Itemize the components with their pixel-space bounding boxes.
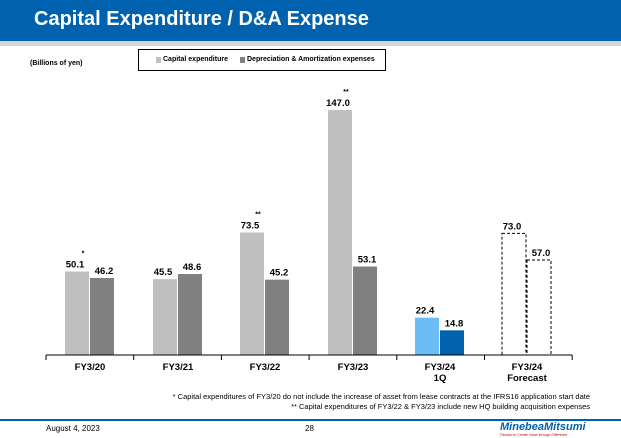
chart: 50.1 * 46.2 FY3/20 45.5 48.6 FY3/21 73.5 ** 45.2 F…: [45, 89, 573, 384]
x-tick-label: Forecast: [507, 373, 547, 384]
data-label-da: 53.1: [358, 255, 377, 266]
footnote-mark: *: [82, 251, 85, 258]
legend-swatch-da: [240, 56, 245, 63]
footnote-2: ** Capital expenditures of FY3/22 & FY3/…: [291, 402, 590, 411]
data-label-capex: 22.4: [416, 306, 435, 317]
legend-da: Depreciation & Amortization expenses: [240, 56, 375, 63]
x-tick-label: FY3/23: [338, 362, 369, 373]
data-label-da: 46.2: [95, 266, 114, 277]
bar-capex: [153, 279, 177, 355]
footer-divider: [0, 419, 621, 421]
legend-label-capex: Capital expenditure: [163, 56, 228, 63]
data-label-capex: 73.5: [241, 221, 260, 232]
bar-capex: [328, 110, 352, 355]
legend: Capital expenditure Depreciation & Amort…: [138, 49, 386, 71]
bar-da: [178, 274, 202, 355]
bar-da: [90, 278, 114, 355]
x-tick-label: FY3/24: [512, 362, 543, 373]
data-label-da: 14.8: [445, 318, 464, 329]
x-tick-label: FY3/22: [250, 362, 281, 373]
bar-capex: [501, 232, 527, 356]
data-label-capex: 73.0: [503, 221, 522, 232]
legend-swatch-capex: [156, 56, 161, 63]
bar-da: [440, 330, 464, 355]
data-label-da: 57.0: [532, 248, 551, 259]
logo-tagline: Passion to Create Value through Differen…: [500, 433, 568, 437]
title-stripe: [0, 41, 621, 46]
title-bar: Capital Expenditure / D&A Expense: [0, 0, 621, 41]
bar-da: [353, 266, 377, 355]
data-label-capex: 45.5: [154, 267, 173, 278]
unit-label: (Billions of yen): [30, 60, 83, 67]
footnote-1: * Capital expenditures of FY3/20 do not …: [172, 392, 590, 401]
x-tick-label: FY3/20: [75, 362, 106, 373]
bar-capex: [65, 271, 89, 355]
bar-da: [265, 279, 289, 355]
bar-capex: [240, 232, 264, 355]
x-tick-label: 1Q: [434, 373, 447, 384]
data-label-capex: 147.0: [326, 98, 350, 109]
footnote-mark: **: [255, 212, 261, 219]
legend-capex: Capital expenditure: [156, 56, 228, 63]
bar-capex: [415, 317, 439, 355]
footer-date: August 4, 2023: [46, 424, 100, 433]
legend-label-da: Depreciation & Amortization expenses: [247, 56, 375, 63]
x-tick-label: FY3/21: [163, 362, 194, 373]
data-label-da: 45.2: [270, 268, 289, 279]
page-number: 28: [305, 424, 314, 433]
footnote-mark: **: [343, 89, 349, 96]
bar-da: [526, 259, 552, 356]
data-label-da: 48.6: [183, 262, 202, 273]
x-tick-label: FY3/24: [425, 362, 456, 373]
page-title: Capital Expenditure / D&A Expense: [34, 8, 369, 30]
company-logo: MinebeaMitsumi: [500, 421, 586, 433]
data-label-capex: 50.1: [66, 260, 85, 271]
